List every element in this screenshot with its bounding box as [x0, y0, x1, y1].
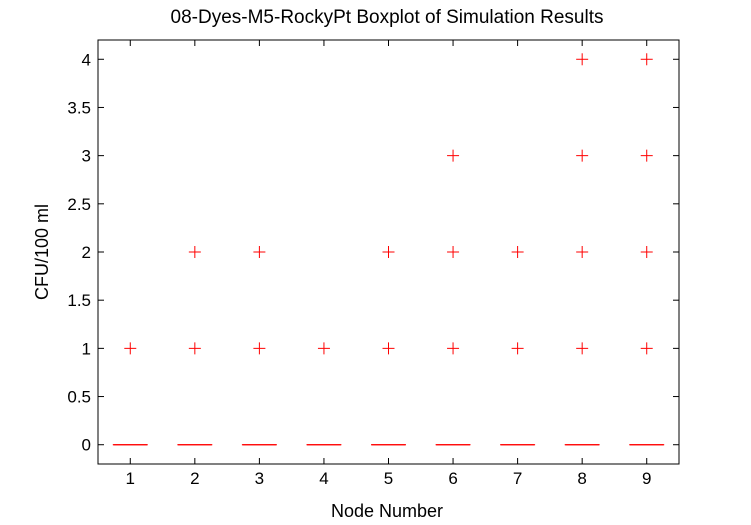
outlier-marker	[124, 342, 137, 355]
y-tick-label: 1.5	[67, 291, 91, 310]
outlier-marker	[576, 246, 589, 258]
outlier-marker	[511, 342, 524, 355]
outlier-marker	[382, 246, 395, 258]
y-tick-label: 0.5	[67, 388, 91, 407]
chart-title: 08-Dyes-M5-RockyPt Boxplot of Simulation…	[171, 7, 604, 28]
y-axis-label: CFU/100 ml	[32, 204, 52, 300]
outlier-marker	[188, 342, 201, 355]
x-axis-label: Node Number	[331, 501, 443, 521]
box-node-9	[629, 53, 665, 446]
outlier-marker	[511, 246, 524, 258]
x-tick-label: 4	[319, 469, 328, 488]
outlier-marker	[188, 246, 201, 258]
y-tick-label: 2	[82, 243, 91, 262]
x-tick-label: 2	[190, 469, 199, 488]
box-node-8	[564, 53, 600, 446]
x-tick-label: 6	[448, 469, 457, 488]
box-node-6	[435, 149, 471, 446]
box-node-7	[500, 246, 536, 446]
y-tick-label: 1	[82, 339, 91, 358]
x-tick-label: 3	[255, 469, 264, 488]
axis-ticks: 0 0.5 1 1.5 2 2.5 3 3.5 4 1 2 3 4 5 6 7 8 9	[67, 40, 679, 488]
x-tick-label: 9	[642, 469, 651, 488]
y-tick-label: 3.5	[67, 98, 91, 117]
outlier-marker	[253, 342, 266, 355]
x-tick-label: 1	[126, 469, 135, 488]
box-node-2	[177, 246, 213, 446]
outlier-marker	[640, 246, 653, 258]
y-tick-label: 4	[82, 50, 91, 69]
outlier-marker	[640, 53, 653, 66]
y-tick-label: 2.5	[67, 195, 91, 214]
box-node-3	[241, 246, 277, 446]
outlier-marker	[382, 342, 395, 355]
outlier-marker	[447, 342, 460, 355]
box-node-5	[371, 246, 406, 446]
outlier-marker	[447, 149, 460, 162]
outlier-marker	[576, 149, 589, 162]
y-tick-label: 3	[82, 147, 91, 166]
outlier-marker	[576, 53, 589, 66]
x-tick-label: 5	[384, 469, 393, 488]
outlier-marker	[576, 342, 589, 355]
y-tick-label: 0	[82, 436, 91, 455]
box-node-1	[112, 342, 148, 446]
outlier-marker	[640, 342, 653, 355]
outlier-marker	[640, 149, 653, 162]
outlier-marker	[253, 246, 266, 258]
box-node-4	[306, 342, 342, 446]
outlier-marker	[317, 342, 330, 355]
outlier-marker	[447, 246, 460, 258]
x-tick-label: 7	[513, 469, 522, 488]
boxplot-marks	[112, 53, 665, 446]
x-tick-label: 8	[577, 469, 586, 488]
